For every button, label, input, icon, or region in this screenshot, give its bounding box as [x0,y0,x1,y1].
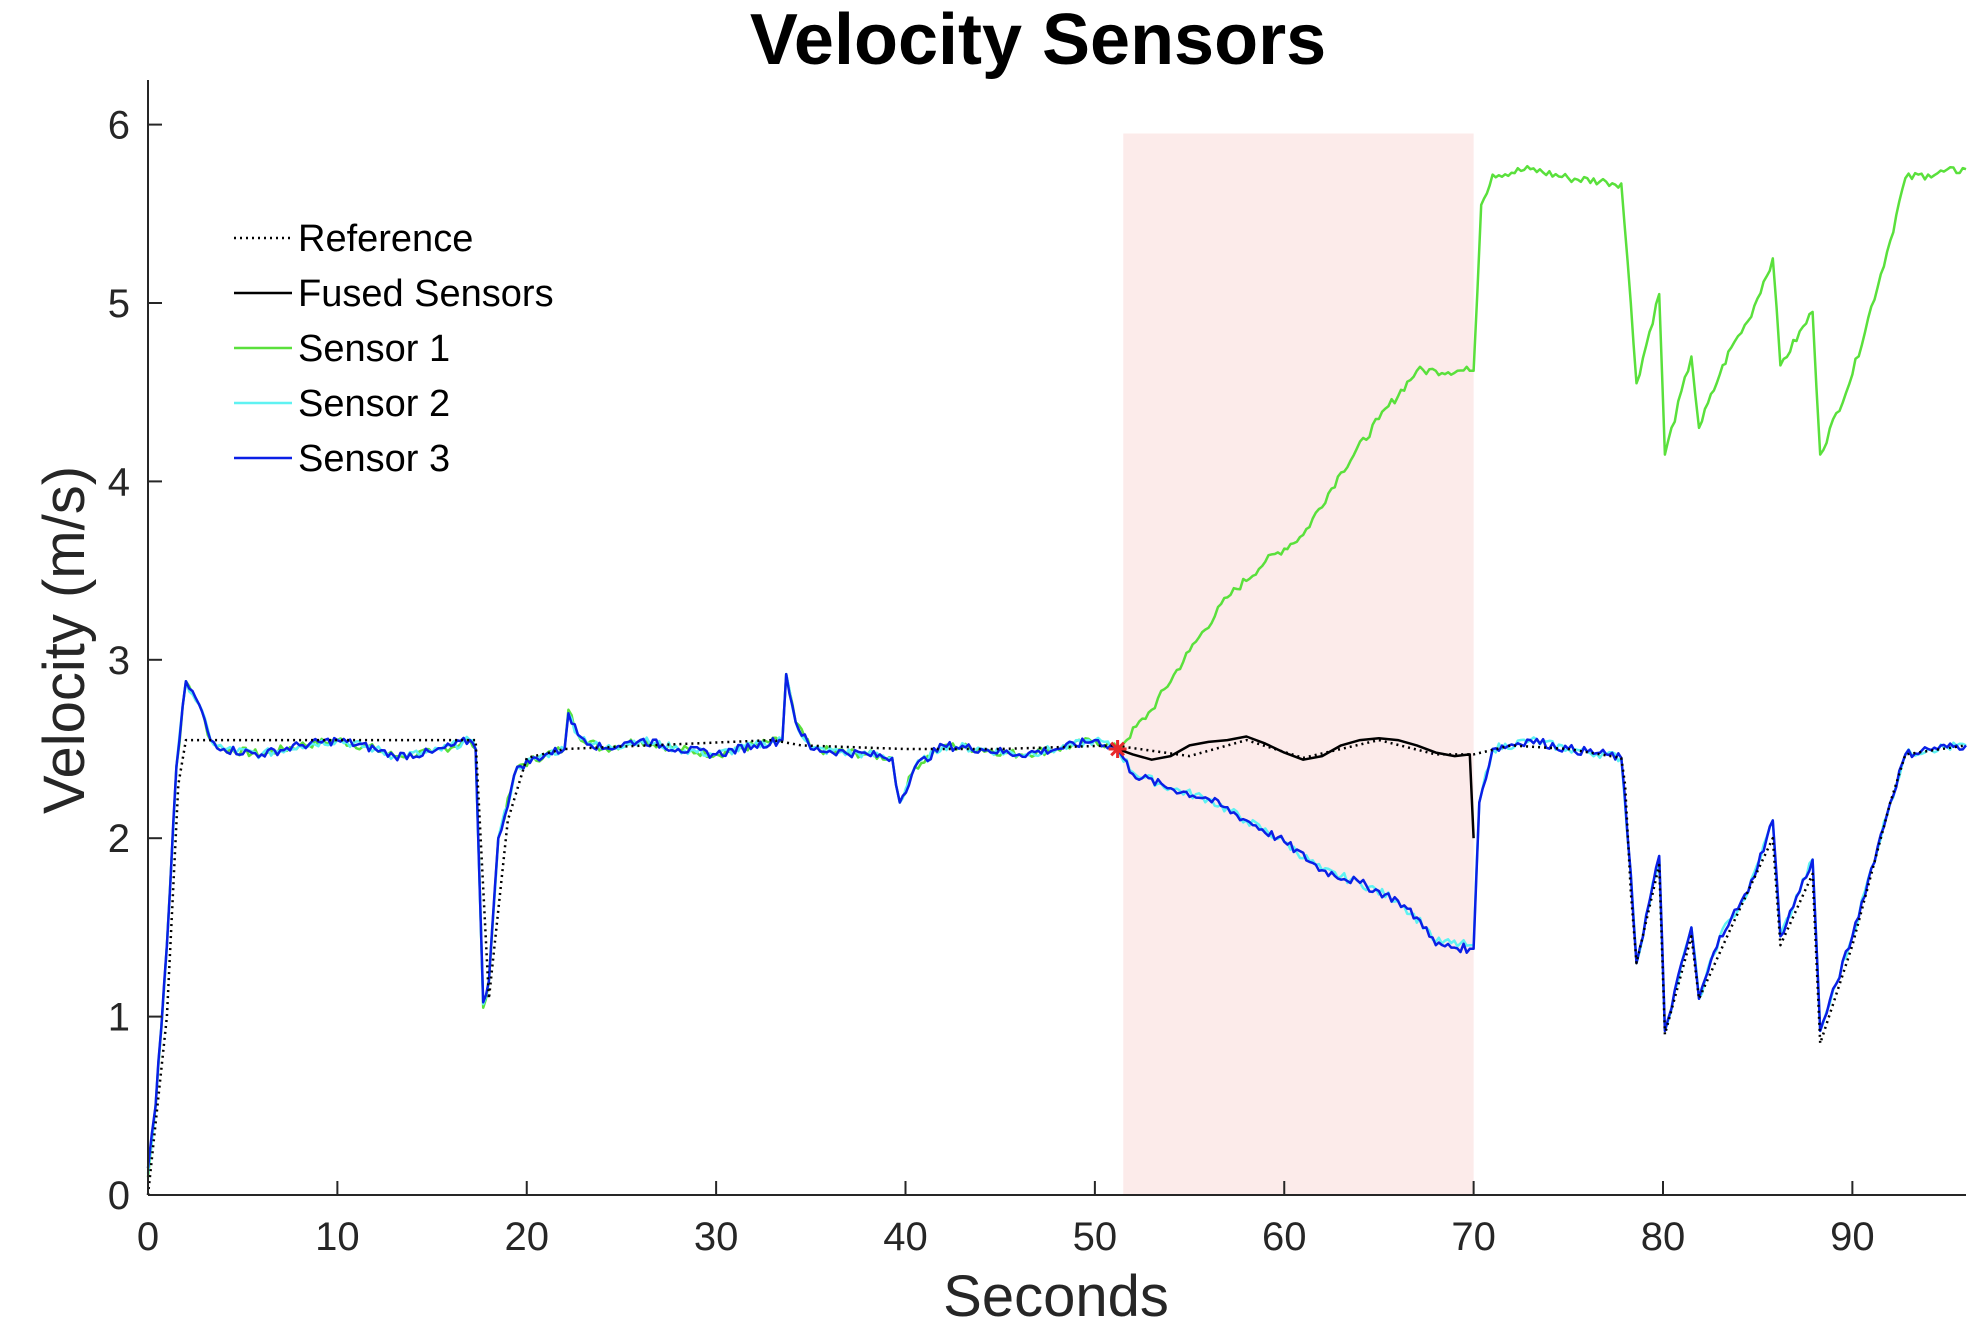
y-tick-label: 1 [108,996,130,1040]
x-tick-label: 80 [1641,1215,1686,1259]
chart-title: Velocity Sensors [750,0,1326,80]
series-line-sensor-1 [146,164,1967,1178]
x-tick-label: 70 [1451,1215,1496,1259]
x-axis-label: Seconds [943,1264,1169,1329]
x-axis: 0 10 20 30 40 50 60 70 80 90 [137,1181,1966,1259]
x-tick-label: 20 [505,1215,550,1259]
x-tick-label: 60 [1262,1215,1307,1259]
legend-entry: Reference [298,218,473,260]
y-tick-label: 2 [108,817,130,861]
fault-shaded-region [1123,133,1474,1195]
series-line-reference [146,738,1967,1196]
y-axis: 0 1 2 3 4 5 6 [108,80,162,1218]
legend-entry: Sensor 2 [298,383,450,425]
x-tick-label: 40 [883,1215,928,1259]
y-tick-label: 6 [108,104,130,148]
x-tick-label: 90 [1830,1215,1875,1259]
series-line-fused-sensors [1117,735,1475,839]
y-tick-label: 0 [108,1174,130,1218]
y-tick-label: 3 [108,639,130,683]
legend-entry: Fused Sensors [298,273,554,315]
legend-entry: Sensor 3 [298,438,450,480]
y-tick-label: 5 [108,282,130,326]
plot-area [146,133,1967,1196]
y-tick-label: 4 [108,460,130,504]
legend-entry: Sensor 1 [298,328,450,370]
x-tick-label: 10 [315,1215,360,1259]
legend: Reference Fused Sensors Sensor 1 Sensor 2 Se… [234,218,554,480]
fault-marker [1108,740,1127,758]
x-tick-label: 30 [694,1215,739,1259]
series-line-sensor-3 [146,672,1967,1169]
x-tick-label: 0 [137,1215,159,1259]
y-axis-label: Velocity (m/s) [32,466,97,814]
x-tick-label: 50 [1073,1215,1118,1259]
